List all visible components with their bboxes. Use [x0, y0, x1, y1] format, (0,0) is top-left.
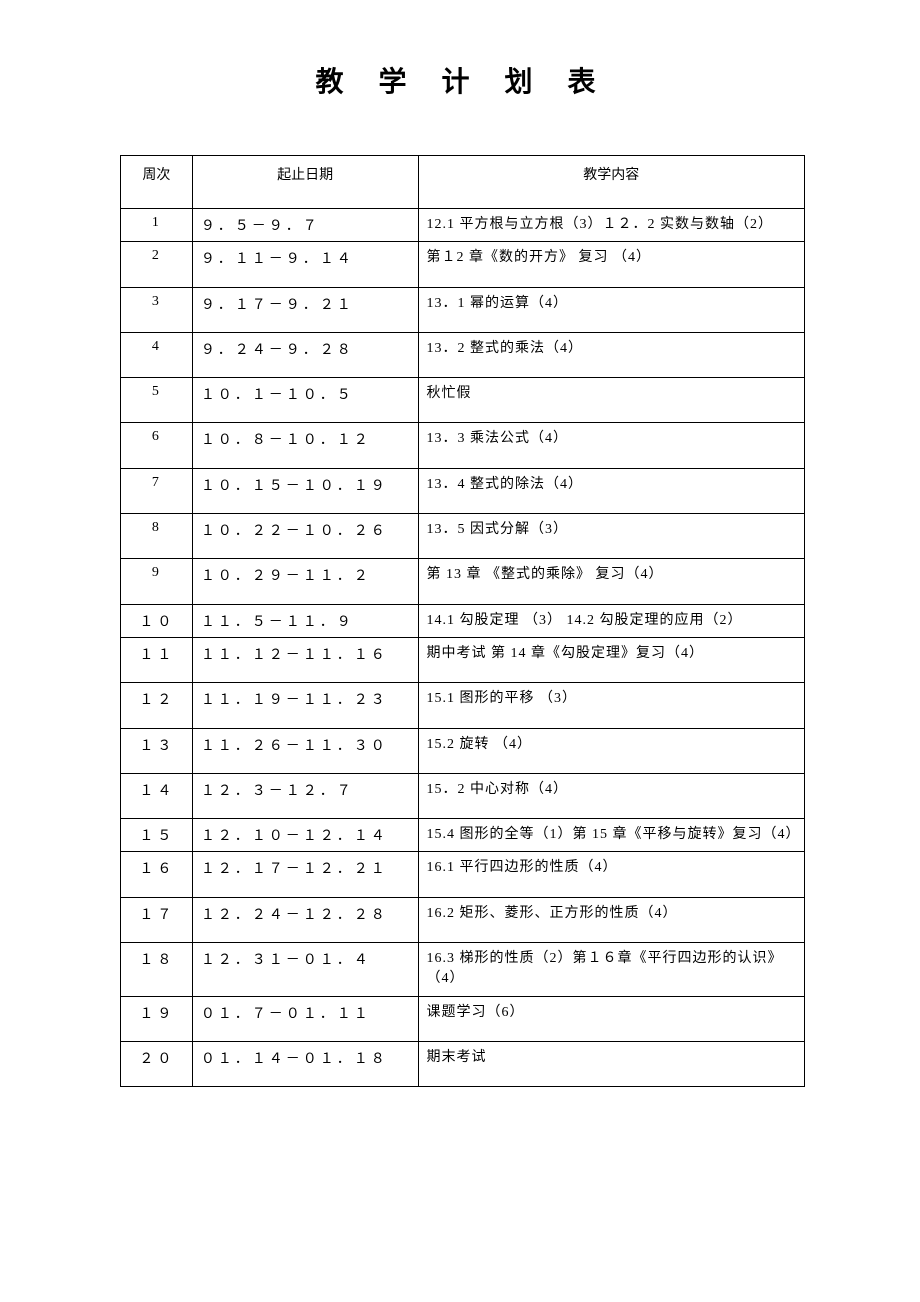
date-cell: １２．１０－１２．１４: [192, 819, 418, 852]
content-cell: 期末考试: [418, 1041, 804, 1086]
week-cell: 6: [121, 423, 193, 468]
content-cell: 15.2 旋转 （4）: [418, 728, 804, 773]
date-cell: １０．８－１０．１２: [192, 423, 418, 468]
date-cell: ９．１７－９．２１: [192, 287, 418, 332]
week-cell: １７: [121, 897, 193, 942]
table-row: 2９．１１－９．１４第１2 章《数的开方》 复习 （4）: [121, 242, 805, 287]
table-row: １７１２．２４－１２．２８16.2 矩形、菱形、正方形的性质（4）: [121, 897, 805, 942]
content-cell: 16.1 平行四边形的性质（4）: [418, 852, 804, 897]
table-row: 4９．２４－９．２８13．2 整式的乘法（4）: [121, 332, 805, 377]
content-cell: 期中考试 第 14 章《勾股定理》复习（4）: [418, 637, 804, 682]
table-row: 7１０．１５－１０．１９13．4 整式的除法（4）: [121, 468, 805, 513]
content-cell: 13．4 整式的除法（4）: [418, 468, 804, 513]
table-row: １０１１．５－１１．９ 14.1 勾股定理 （3） 14.2 勾股定理的应用（2…: [121, 604, 805, 637]
week-cell: ２０: [121, 1041, 193, 1086]
week-cell: 9: [121, 559, 193, 604]
week-cell: 2: [121, 242, 193, 287]
date-cell: ０１．１４－０１．１８: [192, 1041, 418, 1086]
table-row: ２００１．１４－０１．１８期末考试: [121, 1041, 805, 1086]
date-cell: １２．３－１２．７: [192, 773, 418, 818]
week-cell: １２: [121, 683, 193, 728]
header-week: 周次: [121, 156, 193, 209]
date-cell: １１．１９－１１．２３: [192, 683, 418, 728]
content-cell: 16.2 矩形、菱形、正方形的性质（4）: [418, 897, 804, 942]
date-cell: １１．２６－１１．３０: [192, 728, 418, 773]
content-cell: 15.1 图形的平移 （3）: [418, 683, 804, 728]
table-row: １１１１．１２－１１．１６期中考试 第 14 章《勾股定理》复习（4）: [121, 637, 805, 682]
week-cell: 3: [121, 287, 193, 332]
content-cell: 第 13 章 《整式的乘除》 复习（4）: [418, 559, 804, 604]
table-row: １５１２．１０－１２．１４15.4 图形的全等（1）第 15 章《平移与旋转》复…: [121, 819, 805, 852]
week-cell: １３: [121, 728, 193, 773]
table-row: 1９．５－９．７12.1 平方根与立方根（3）１２．2 实数与数轴（2）: [121, 209, 805, 242]
date-cell: １０．２９－１１．２: [192, 559, 418, 604]
week-cell: 4: [121, 332, 193, 377]
content-cell: 13．2 整式的乘法（4）: [418, 332, 804, 377]
table-header-row: 周次 起止日期 教学内容: [121, 156, 805, 209]
table-row: 5１０．１－１０．５秋忙假: [121, 378, 805, 423]
week-cell: １８: [121, 943, 193, 997]
table-row: １６１２．１７－１２．２１16.1 平行四边形的性质（4）: [121, 852, 805, 897]
date-cell: １０．１５－１０．１９: [192, 468, 418, 513]
content-cell: 秋忙假: [418, 378, 804, 423]
date-cell: １０．２２－１０．２６: [192, 514, 418, 559]
table-row: 6１０．８－１０．１２13．3 乘法公式（4）: [121, 423, 805, 468]
table-row: 9１０．２９－１１．２第 13 章 《整式的乘除》 复习（4）: [121, 559, 805, 604]
content-cell: 14.1 勾股定理 （3） 14.2 勾股定理的应用（2）: [418, 604, 804, 637]
content-cell: 第１2 章《数的开方》 复习 （4）: [418, 242, 804, 287]
week-cell: １４: [121, 773, 193, 818]
date-cell: ９．１１－９．１４: [192, 242, 418, 287]
content-cell: 15．2 中心对称（4）: [418, 773, 804, 818]
content-cell: 16.3 梯形的性质（2）第１６章《平行四边形的认识》（4）: [418, 943, 804, 997]
date-cell: ９．５－９．７: [192, 209, 418, 242]
date-cell: １２．３１－０１．４: [192, 943, 418, 997]
header-date: 起止日期: [192, 156, 418, 209]
table-row: １２１１．１９－１１．２３15.1 图形的平移 （3）: [121, 683, 805, 728]
date-cell: ０１．７－０１．１１: [192, 996, 418, 1041]
week-cell: 8: [121, 514, 193, 559]
header-content: 教学内容: [418, 156, 804, 209]
content-cell: 13．5 因式分解（3）: [418, 514, 804, 559]
date-cell: １０．１－１０．５: [192, 378, 418, 423]
date-cell: １２．２４－１２．２８: [192, 897, 418, 942]
content-cell: 课题学习（6）: [418, 996, 804, 1041]
table-row: 8１０．２２－１０．２６13．5 因式分解（3）: [121, 514, 805, 559]
date-cell: ９．２４－９．２８: [192, 332, 418, 377]
schedule-table: 周次 起止日期 教学内容 1９．５－９．７12.1 平方根与立方根（3）１２．2…: [120, 155, 805, 1087]
week-cell: １６: [121, 852, 193, 897]
week-cell: １９: [121, 996, 193, 1041]
table-row: １８１２．３１－０１．４16.3 梯形的性质（2）第１６章《平行四边形的认识》（…: [121, 943, 805, 997]
week-cell: １０: [121, 604, 193, 637]
table-row: 3９．１７－９．２１13．1 幂的运算（4）: [121, 287, 805, 332]
content-cell: 13．3 乘法公式（4）: [418, 423, 804, 468]
week-cell: １５: [121, 819, 193, 852]
week-cell: 7: [121, 468, 193, 513]
date-cell: １１．５－１１．９: [192, 604, 418, 637]
content-cell: 13．1 幂的运算（4）: [418, 287, 804, 332]
table-row: １３１１．２６－１１．３０15.2 旋转 （4）: [121, 728, 805, 773]
table-row: １４１２．３－１２．７15．2 中心对称（4）: [121, 773, 805, 818]
week-cell: 1: [121, 209, 193, 242]
content-cell: 12.1 平方根与立方根（3）１２．2 实数与数轴（2）: [418, 209, 804, 242]
content-cell: 15.4 图形的全等（1）第 15 章《平移与旋转》复习（4）: [418, 819, 804, 852]
page-title: 教 学 计 划 表: [120, 60, 805, 100]
week-cell: １１: [121, 637, 193, 682]
table-row: １９０１．７－０１．１１课题学习（6）: [121, 996, 805, 1041]
date-cell: １２．１７－１２．２１: [192, 852, 418, 897]
date-cell: １１．１２－１１．１６: [192, 637, 418, 682]
week-cell: 5: [121, 378, 193, 423]
